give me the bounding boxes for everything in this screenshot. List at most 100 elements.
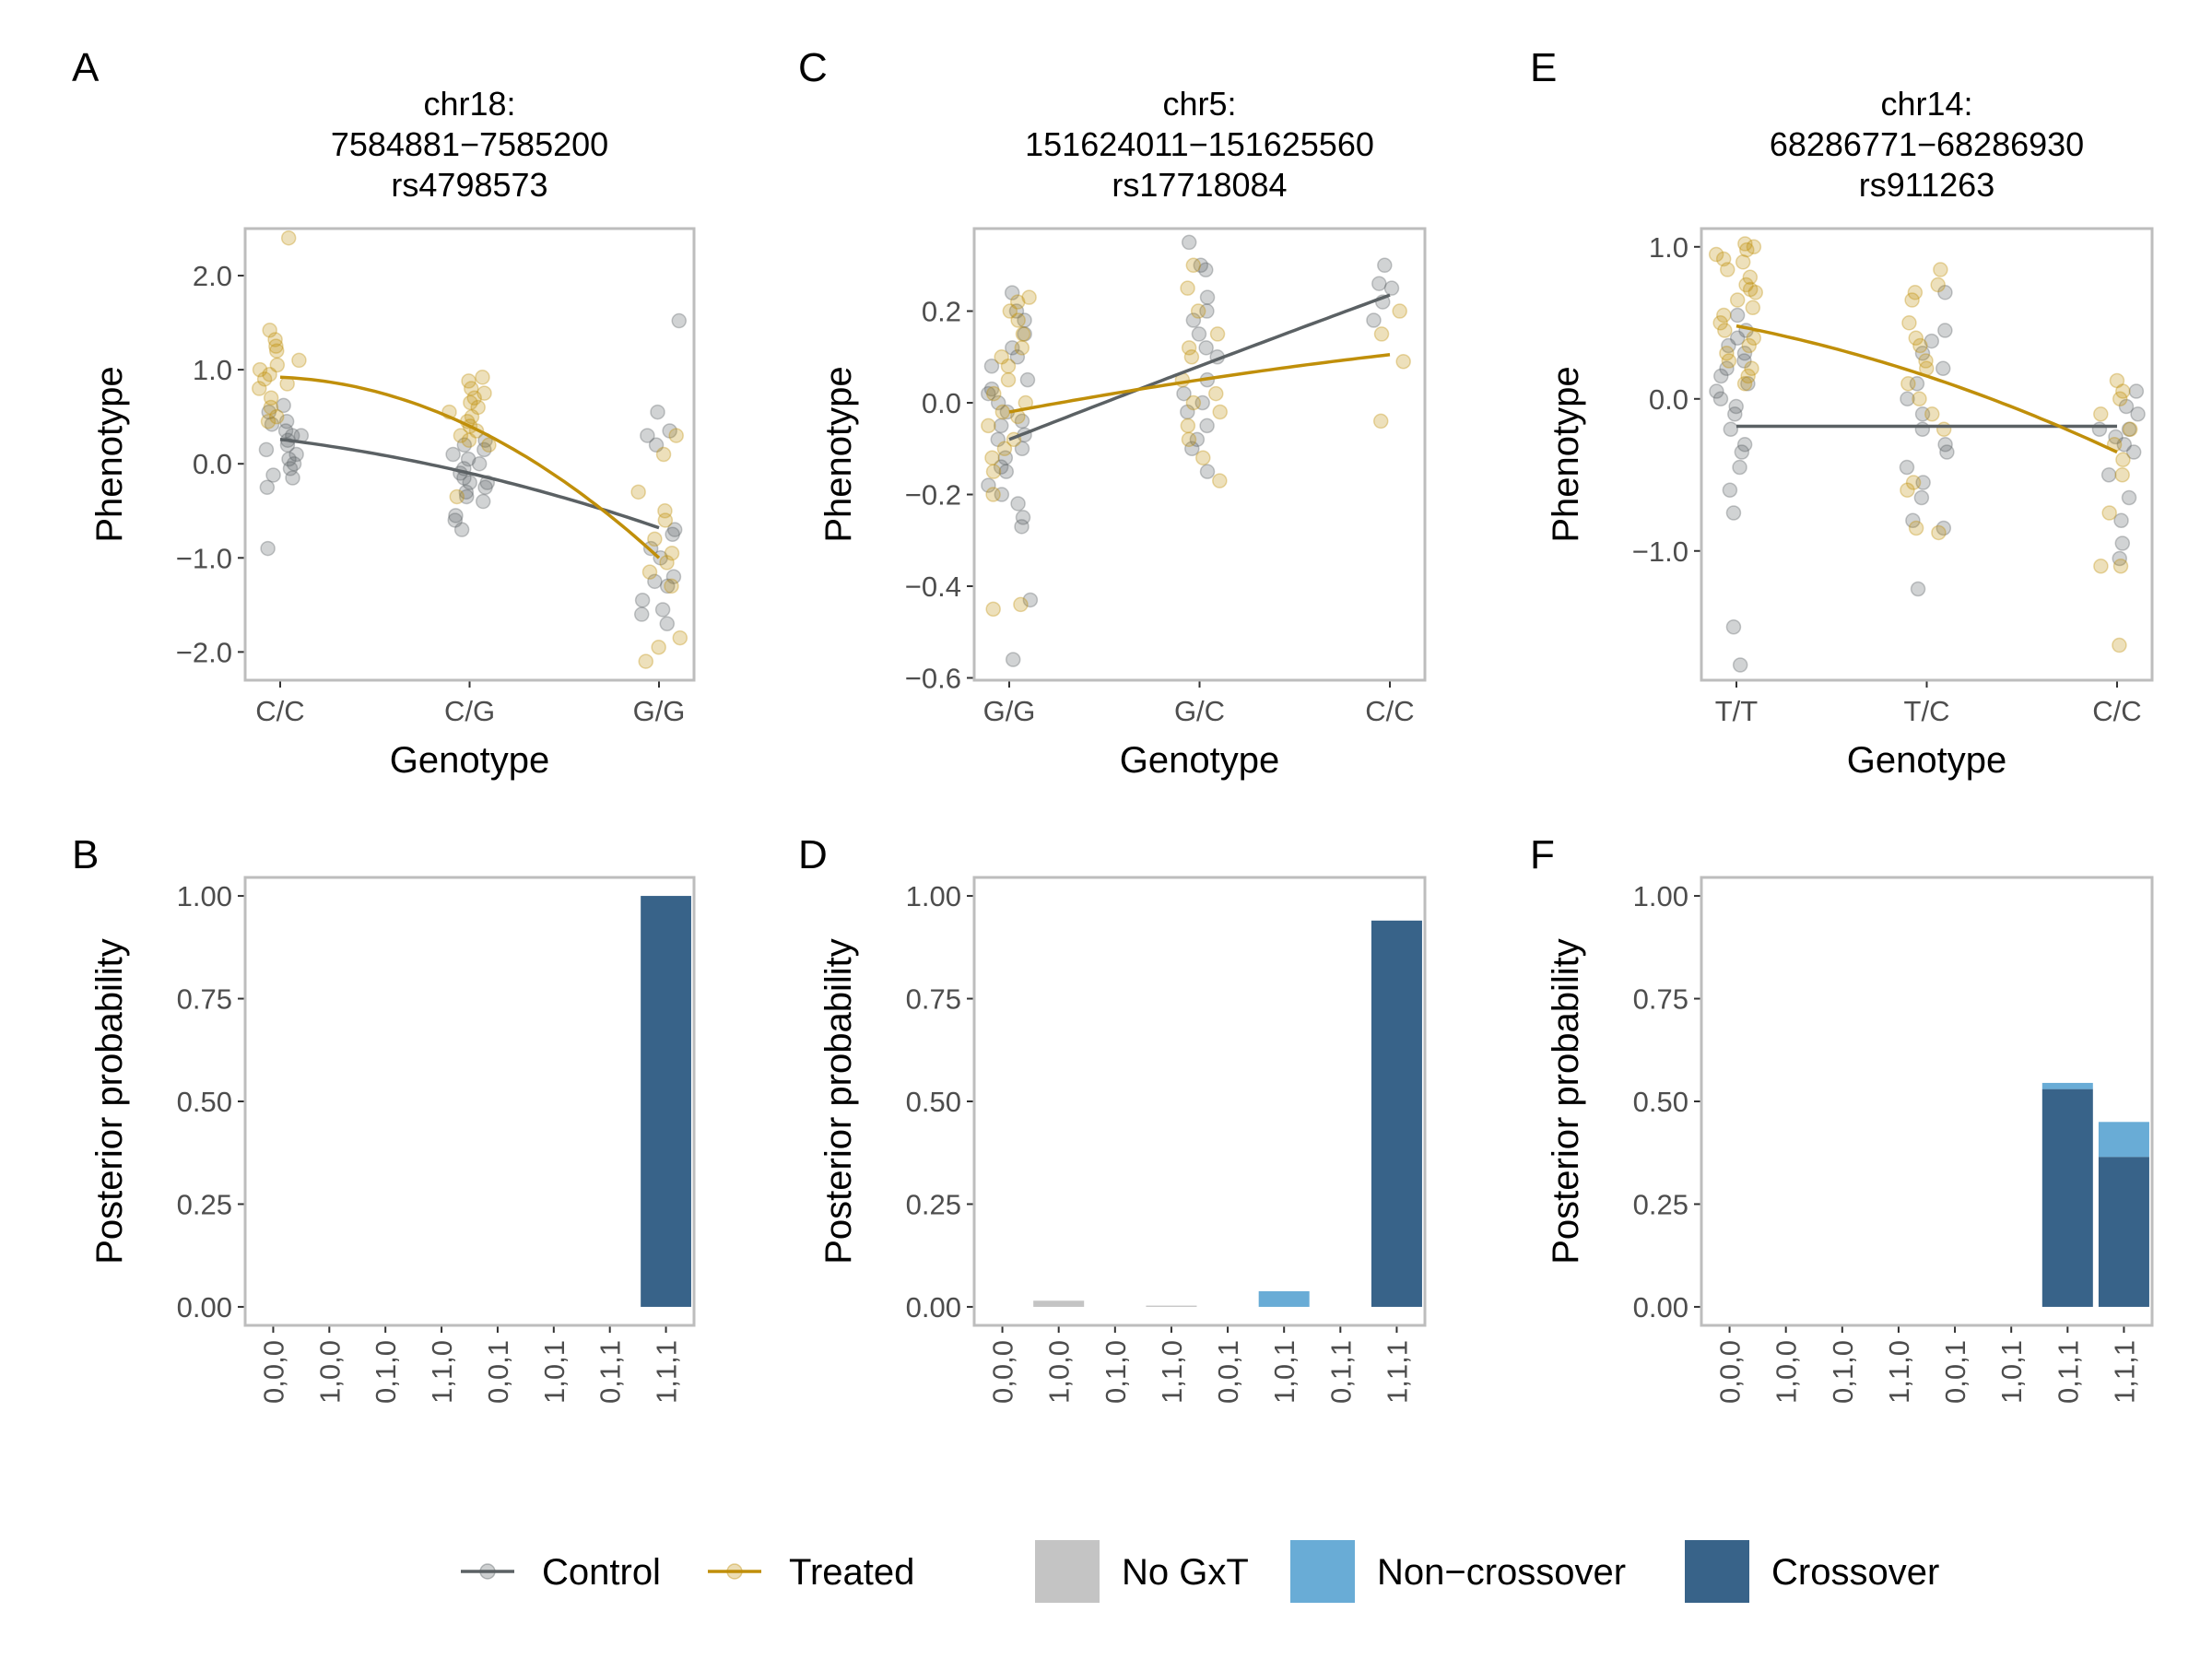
data-point — [263, 390, 279, 406]
data-point — [2118, 398, 2135, 415]
data-point — [477, 441, 492, 458]
data-point — [445, 446, 461, 463]
data-point — [1734, 444, 1750, 460]
data-point — [1000, 358, 1017, 374]
data-point — [1744, 360, 1759, 377]
x-tick-label: 1,0,0 — [1043, 1340, 1076, 1404]
data-point — [1747, 285, 1764, 300]
data-point — [984, 450, 1000, 465]
y-axis-title: Posterior probability — [1546, 938, 1586, 1265]
y-tick-label: 0.25 — [177, 1188, 232, 1220]
data-point — [994, 404, 1011, 420]
data-point — [1005, 340, 1020, 356]
data-point — [1176, 385, 1192, 402]
panel-border — [1700, 227, 2154, 682]
data-point — [464, 408, 480, 425]
data-point — [1004, 285, 1020, 300]
data-point — [1740, 368, 1756, 384]
data-point — [268, 408, 285, 425]
data-point — [1924, 406, 1940, 422]
data-point — [1712, 391, 1729, 407]
data-point — [640, 428, 655, 443]
x-tick-label: 1,0,1 — [538, 1340, 571, 1404]
data-point — [665, 526, 680, 543]
data-point — [2114, 535, 2131, 551]
data-point — [280, 229, 297, 246]
x-tick-label: 0,0,1 — [1939, 1340, 1971, 1404]
data-point — [1937, 437, 1953, 453]
data-point — [1930, 276, 1946, 293]
data-point — [453, 522, 470, 537]
data-point — [1937, 285, 1953, 300]
data-point — [277, 423, 294, 439]
data-point — [2121, 421, 2137, 438]
data-point — [470, 399, 486, 416]
data-point — [1907, 285, 1924, 300]
data-point — [1372, 413, 1389, 429]
data-point — [659, 616, 676, 631]
data-point — [630, 484, 646, 500]
legend-label: Crossover — [1771, 1552, 1939, 1593]
data-point — [1913, 489, 1930, 506]
data-point — [993, 418, 1009, 434]
data-point — [1002, 303, 1018, 319]
data-point — [1739, 241, 1755, 258]
data-point — [1746, 239, 1762, 255]
data-point — [662, 423, 677, 439]
panel-border — [972, 227, 1427, 682]
data-point — [458, 488, 475, 505]
y-tick-label: 0.00 — [1633, 1291, 1688, 1324]
x-tick-label: 1,1,1 — [651, 1340, 683, 1404]
data-point — [1736, 376, 1753, 392]
x-axis-title: Genotype — [1120, 740, 1279, 781]
data-point — [1209, 326, 1226, 342]
bar-crossover — [1371, 920, 1422, 1307]
data-point — [664, 578, 679, 594]
fit-line-control — [279, 437, 660, 530]
y-tick-label: 0.00 — [906, 1291, 961, 1324]
data-point — [1013, 596, 1029, 613]
data-point — [1914, 346, 1931, 361]
data-point — [464, 381, 479, 396]
x-tick-label: 0,0,1 — [482, 1340, 514, 1404]
y-tick-label: 0.75 — [177, 983, 232, 1016]
x-tick-label: 1,1,0 — [1883, 1340, 1915, 1404]
data-point — [1198, 340, 1214, 356]
y-tick-label: 0.0 — [193, 448, 232, 480]
data-point — [1741, 337, 1757, 354]
y-axis-title: Phenotype — [1546, 366, 1586, 542]
panel-title-line: chr18: — [423, 85, 515, 123]
data-point — [276, 397, 291, 414]
data-point — [1931, 524, 1947, 541]
data-point — [475, 370, 490, 385]
data-point — [1017, 326, 1032, 342]
data-point — [259, 479, 276, 495]
data-point — [1180, 404, 1195, 420]
y-tick-label: 0.0 — [922, 387, 961, 419]
data-point — [1014, 413, 1030, 429]
data-point — [269, 357, 286, 373]
data-point — [981, 477, 996, 493]
x-tick-label: 1,0,1 — [1268, 1340, 1300, 1404]
data-point — [993, 459, 1009, 475]
data-point — [1732, 459, 1747, 476]
y-axis-title: Phenotype — [89, 366, 130, 542]
data-point — [1014, 519, 1030, 535]
data-point — [1021, 289, 1037, 305]
data-point — [1185, 312, 1202, 328]
data-point — [1740, 376, 1756, 392]
data-point — [2114, 467, 2130, 483]
data-point — [1199, 418, 1215, 434]
data-point — [1900, 482, 1915, 499]
panel-title-line: chr5: — [1162, 85, 1236, 123]
data-point — [477, 385, 492, 401]
data-point — [633, 606, 650, 622]
data-point — [1189, 431, 1206, 448]
data-point — [1720, 262, 1735, 277]
data-point — [1194, 394, 1210, 411]
data-point — [2116, 437, 2133, 453]
data-point — [1022, 592, 1039, 608]
legend: Control Treated No GxT Non−crossover Crossov… — [461, 1540, 1939, 1603]
